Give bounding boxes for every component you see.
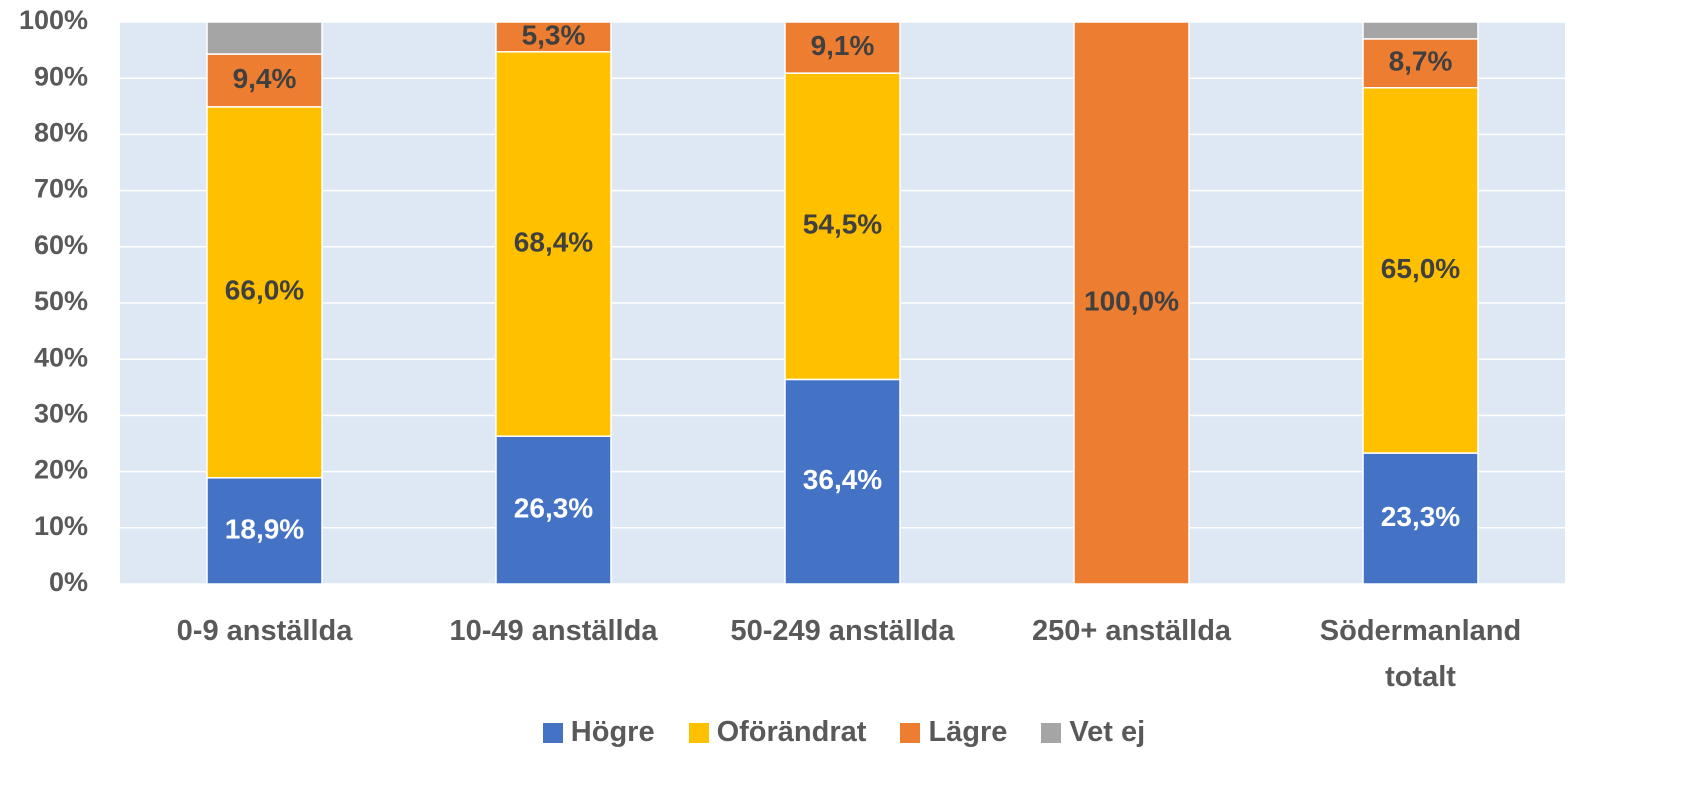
value-label: 100,0% bbox=[1084, 285, 1179, 316]
legend-label: Högre bbox=[570, 716, 655, 748]
y-tick-label: 40% bbox=[34, 342, 88, 372]
legend-swatch bbox=[688, 722, 709, 743]
legend-item: Högre bbox=[542, 716, 655, 749]
y-tick-label: 100% bbox=[19, 5, 88, 35]
value-label: 5,3% bbox=[522, 19, 586, 50]
y-tick-label: 50% bbox=[34, 286, 88, 316]
value-label: 54,5% bbox=[803, 209, 882, 240]
bar-segment bbox=[495, 435, 612, 585]
y-tick-label: 20% bbox=[34, 455, 88, 485]
y-tick-label: 70% bbox=[34, 174, 88, 204]
value-label: 8,7% bbox=[1389, 46, 1453, 77]
bar-segment bbox=[206, 477, 323, 585]
value-label: 68,4% bbox=[514, 226, 593, 257]
bar-segment bbox=[1362, 452, 1479, 585]
value-label: 65,0% bbox=[1381, 253, 1460, 284]
bar-segment bbox=[495, 21, 612, 53]
x-tick-label: 10-49 anställda bbox=[449, 615, 658, 647]
x-tick-label: Södermanland totalt bbox=[1319, 615, 1522, 693]
x-tick-label: 250+ anställda bbox=[1031, 615, 1232, 647]
value-label: 36,4% bbox=[803, 464, 882, 495]
legend-item: Oförändrat bbox=[688, 716, 867, 749]
bar-segment bbox=[206, 21, 323, 55]
y-tick-label: 90% bbox=[34, 61, 88, 91]
bar-segment bbox=[495, 51, 612, 437]
legend-swatch bbox=[900, 722, 921, 743]
legend-label: Vet ej bbox=[1069, 716, 1146, 748]
bar-segment bbox=[784, 21, 901, 74]
y-tick-label: 80% bbox=[34, 118, 88, 148]
bar-segment bbox=[784, 72, 901, 381]
bar-segment bbox=[1073, 21, 1190, 585]
bar-segment bbox=[784, 378, 901, 585]
legend-swatch bbox=[542, 722, 563, 743]
value-label: 18,9% bbox=[225, 513, 304, 544]
legend-item: Vet ej bbox=[1041, 716, 1145, 749]
legend-label: Oförändrat bbox=[716, 716, 867, 748]
legend-swatch bbox=[1041, 722, 1062, 743]
value-label: 9,4% bbox=[233, 63, 297, 94]
x-tick-label: 0-9 anställda bbox=[176, 615, 353, 647]
bar-segment bbox=[206, 106, 323, 479]
value-label: 26,3% bbox=[514, 492, 593, 523]
bar-segment bbox=[1362, 87, 1479, 454]
legend: Högre Oförändrat Lägre Vet ej bbox=[0, 716, 1688, 749]
y-tick-label: 10% bbox=[34, 511, 88, 541]
y-tick-label: 0% bbox=[49, 567, 88, 597]
bar-segment bbox=[1362, 38, 1479, 89]
bar-segment bbox=[1362, 21, 1479, 40]
y-tick-label: 60% bbox=[34, 230, 88, 260]
legend-item: Lägre bbox=[900, 716, 1007, 749]
value-label: 9,1% bbox=[811, 30, 875, 61]
bar-segment bbox=[206, 53, 323, 108]
value-label: 23,3% bbox=[1381, 501, 1460, 532]
y-tick-label: 30% bbox=[34, 399, 88, 429]
value-label: 66,0% bbox=[225, 275, 304, 306]
x-tick-label: 50-249 anställda bbox=[730, 615, 955, 647]
legend-label: Lägre bbox=[928, 716, 1008, 748]
